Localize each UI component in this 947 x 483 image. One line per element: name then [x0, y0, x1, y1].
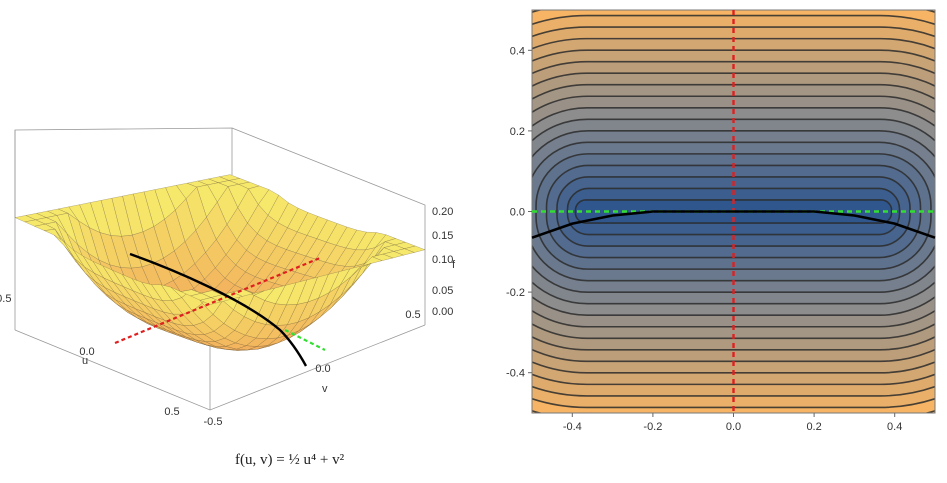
surface-plot-panel: -0.5 0.0 0.5 u -0.5 0.0 0.5 v 0.00 0.05 0.10 0.15 0.…	[0, 0, 460, 478]
f-tick-label: 0.15	[432, 230, 453, 242]
formula-caption: f(u, v) = ½ u⁴ + v²	[235, 452, 345, 468]
f-axis-label: f	[452, 259, 456, 271]
y-tick-label: -0.2	[506, 287, 525, 299]
f-tick-label: 0.10	[432, 254, 453, 266]
v-tick-label: 0.0	[315, 363, 330, 375]
u-tick-label: 0.5	[164, 406, 179, 418]
x-tick-label: -0.2	[643, 421, 662, 433]
y-tick-label: 0.2	[510, 126, 525, 138]
u-tick-label: 0.0	[79, 346, 94, 358]
surface-mesh	[14, 174, 426, 351]
u-tick-label: -0.5	[0, 293, 11, 305]
y-tick-label: 0.4	[510, 45, 525, 57]
black-curve	[531, 210, 936, 239]
x-tick-label: 0.0	[726, 421, 741, 433]
surface-plot: -0.5 0.0 0.5 u -0.5 0.0 0.5 v 0.00 0.05 0.10 0.15 0.…	[0, 127, 456, 428]
x-tick-label: 0.2	[806, 421, 821, 433]
v-axis-dashed-line	[284, 329, 326, 351]
contour-plot: -0.4 -0.2 0.0 0.2 0.4 -0.4 -0.2 0.0 0.2 0.4	[506, 9, 936, 433]
f-tick-label: 0.20	[432, 206, 453, 218]
surface-bounding-box	[14, 127, 426, 411]
box-right-edge	[231, 127, 426, 325]
f-tick-label: 0.05	[432, 285, 453, 297]
v-tick-label: 0.5	[405, 309, 420, 321]
contour-plot-panel: -0.4 -0.2 0.0 0.2 0.4 -0.4 -0.2 0.0 0.2 0.4	[470, 0, 947, 478]
y-tick-label: 0.0	[510, 207, 525, 219]
x-tick-label: -0.4	[563, 421, 582, 433]
surface-patch	[199, 297, 222, 305]
f-tick-label: 0.00	[432, 306, 453, 318]
v-tick-label: -0.5	[204, 416, 223, 428]
y-tick-label: -0.4	[506, 368, 525, 380]
u-axis-label: u	[82, 355, 88, 367]
x-tick-label: 0.4	[887, 421, 902, 433]
v-axis-label: v	[322, 383, 328, 395]
path-curve	[129, 252, 308, 367]
u-axis-dashed-line	[114, 256, 321, 345]
